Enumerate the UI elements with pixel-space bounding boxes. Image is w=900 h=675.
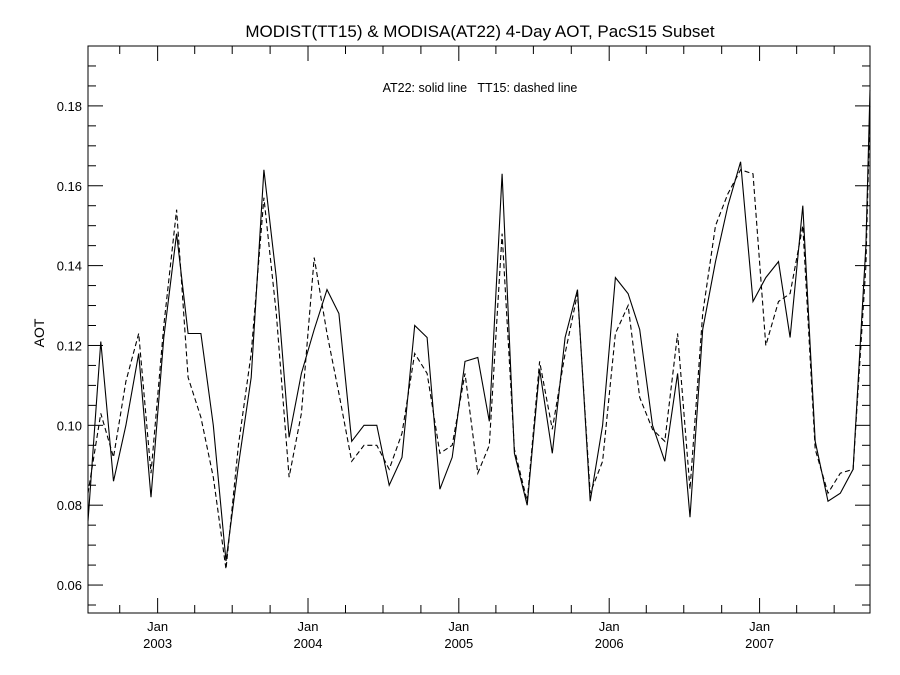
x-tick-label-year: 2006 (595, 636, 624, 651)
y-axis-label: AOT (31, 318, 47, 347)
series-line-dashed (87, 105, 871, 570)
y-tick-label: 0.08 (57, 498, 82, 513)
y-tick-label: 0.16 (57, 179, 82, 194)
y-tick-label: 0.12 (57, 338, 82, 353)
y-tick-label: 0.14 (57, 259, 82, 274)
y-tick-label: 0.06 (57, 578, 82, 593)
x-tick-label-month: Jan (147, 619, 168, 634)
axis-tick-labels: 0.06 0.08 0.10 0.12 0.14 0.16 0.18 Jan 2003 Jan 20… (57, 99, 774, 651)
series-lines (87, 89, 871, 570)
legend-annotation: AT22: solid line TT15: dashed line (383, 81, 578, 95)
x-tick-label-year: 2005 (444, 636, 473, 651)
series-line-solid (87, 89, 871, 562)
axis-ticks (88, 45, 870, 613)
x-tick-label-month: Jan (599, 619, 620, 634)
chart-title: MODIST(TT15) & MODISA(AT22) 4-Day AOT, P… (245, 22, 714, 41)
x-tick-label-year: 2007 (745, 636, 774, 651)
x-tick-label-year: 2004 (294, 636, 323, 651)
y-tick-label: 0.18 (57, 99, 82, 114)
x-tick-label-month: Jan (749, 619, 770, 634)
y-tick-label: 0.10 (57, 418, 82, 433)
plot-frame (87, 45, 871, 614)
x-tick-label-month: Jan (448, 619, 469, 634)
x-tick-label-month: Jan (298, 619, 319, 634)
x-tick-label-year: 2003 (143, 636, 172, 651)
